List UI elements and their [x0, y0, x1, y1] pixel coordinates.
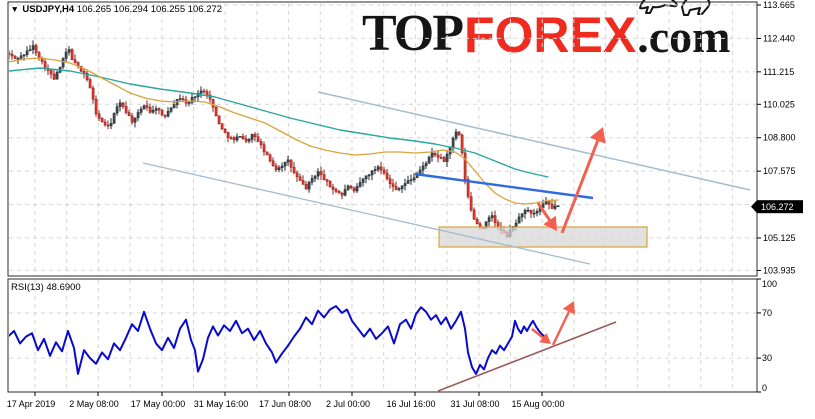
watermark-logo: TOP FOREX .com: [362, 0, 730, 63]
svg-text:107.575: 107.575: [763, 166, 796, 176]
time-axis-label: 31 May 16:00: [194, 399, 249, 409]
symbol-name: USDJPY,H4: [22, 4, 75, 15]
blue-trendline: [414, 172, 594, 200]
bull-bear-icon: [639, 0, 711, 16]
logo-part2: FOREX: [463, 7, 637, 63]
svg-text:110.025: 110.025: [763, 99, 795, 109]
candles: [9, 40, 560, 238]
logo-part1: TOP: [362, 5, 464, 62]
svg-text:108.800: 108.800: [763, 133, 796, 143]
price-scale[interactable]: 113.665 112.440 111.215 110.025 108.800 107.5…: [757, 0, 815, 278]
time-axis-label: 31 Jul 08:00: [450, 399, 499, 409]
moving-averages: [9, 57, 559, 205]
rsi-indicator-label: RSI(13) 48.6900: [11, 282, 81, 293]
time-axis-label: 2 May 08:00: [69, 399, 119, 409]
time-axis-label: 17 Jun 08:00: [259, 399, 311, 409]
rsi-forecast-arrows: [531, 301, 576, 346]
svg-text:112.440: 112.440: [763, 33, 795, 43]
time-axis-label: 15 Aug 00:00: [511, 399, 564, 409]
svg-text:103.935: 103.935: [763, 265, 796, 275]
svg-text:111.215: 111.215: [763, 67, 794, 77]
svg-text:106.272: 106.272: [761, 202, 794, 212]
svg-text:30: 30: [762, 353, 772, 363]
rsi-plot: [9, 305, 546, 375]
panel-borders: [7, 1, 758, 393]
trend-channel: [317, 91, 751, 191]
forecast-arrows: [536, 127, 606, 234]
rsi-scale[interactable]: 100 70 30 0: [757, 278, 815, 393]
svg-text:0: 0: [762, 383, 767, 393]
symbol-label: ▼ USDJPY,H4 106.265 106.294 106.255 106.2…: [10, 4, 222, 15]
time-scale[interactable]: 17 Apr 2019 2 May 08:00 17 May 00:00 31 May…: [0, 392, 757, 419]
svg-text:100: 100: [762, 279, 777, 289]
trend-channel-lower: [142, 162, 591, 265]
time-axis-label: 17 May 00:00: [131, 399, 186, 409]
current-price-tag: 106.272: [751, 200, 803, 214]
svg-text:113.665: 113.665: [763, 0, 795, 10]
svg-text:105.125: 105.125: [763, 233, 796, 243]
rsi-trendline: [437, 321, 617, 392]
symbol-ohlc: 106.265 106.294 106.255 106.272: [76, 4, 223, 15]
time-axis-label: 17 Apr 2019: [7, 399, 56, 409]
svg-text:70: 70: [762, 308, 772, 318]
logo-part3: .com: [637, 0, 730, 60]
symbol-dropdown-icon: ▼: [10, 4, 19, 15]
time-axis-label: 2 Jul 00:00: [326, 399, 370, 409]
time-axis-label: 16 Jul 16:00: [386, 399, 435, 409]
